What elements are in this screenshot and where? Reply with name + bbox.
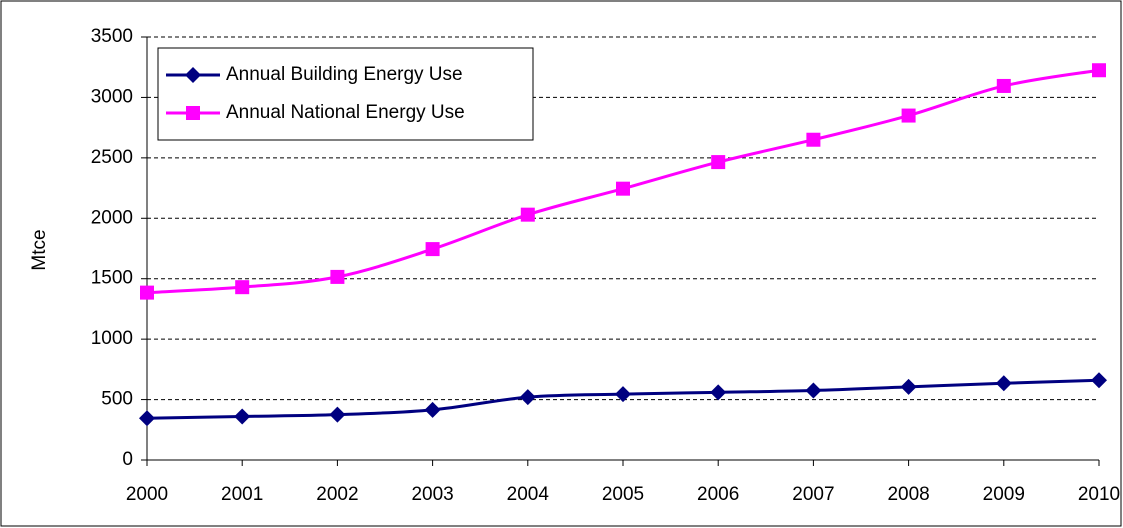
data-point xyxy=(805,382,822,399)
y-tick-label: 1000 xyxy=(91,328,133,349)
x-tick-label: 2001 xyxy=(221,484,263,505)
y-tick-label: 3000 xyxy=(91,86,133,107)
data-point xyxy=(901,108,916,123)
data-point xyxy=(996,78,1011,93)
x-tick-label: 2000 xyxy=(126,484,168,505)
y-tick-label: 3500 xyxy=(91,26,133,47)
x-tick-label: 2005 xyxy=(602,484,644,505)
x-tick-label: 2003 xyxy=(411,484,453,505)
data-point xyxy=(615,386,631,403)
x-tick-label: 2004 xyxy=(507,484,550,505)
y-tick-label: 2500 xyxy=(91,147,133,168)
data-point xyxy=(140,285,154,300)
data-point xyxy=(1091,372,1107,389)
data-point xyxy=(806,132,821,147)
data-point xyxy=(995,375,1012,392)
data-point xyxy=(234,408,251,425)
legend-label: Annual National Energy Use xyxy=(226,102,465,123)
data-point xyxy=(139,410,155,427)
legend-marker xyxy=(185,67,201,83)
data-point xyxy=(330,269,345,284)
data-point xyxy=(710,384,727,401)
data-point xyxy=(616,181,630,196)
y-tick-label: 2000 xyxy=(91,207,133,228)
y-tick-label: 500 xyxy=(101,389,133,410)
y-tick-label: 1500 xyxy=(91,268,133,289)
x-tick-label: 2009 xyxy=(983,484,1025,505)
data-point xyxy=(425,242,440,257)
data-point xyxy=(1092,63,1106,78)
data-point xyxy=(519,389,536,406)
data-point xyxy=(329,406,346,423)
x-tick-label: 2002 xyxy=(316,484,358,505)
legend-box xyxy=(157,47,534,141)
data-point xyxy=(235,280,250,295)
x-tick-label: 2010 xyxy=(1078,484,1120,505)
y-tick-label: 0 xyxy=(122,449,133,470)
legend-label: Annual Building Energy Use xyxy=(226,64,463,85)
x-tick-label: 2007 xyxy=(792,484,834,505)
x-tick-label: 2008 xyxy=(887,484,929,505)
data-point xyxy=(711,155,726,170)
y-axis-label: Mtce xyxy=(29,229,50,270)
data-point xyxy=(900,378,917,395)
data-point xyxy=(520,207,535,222)
data-point xyxy=(424,401,441,418)
legend-marker xyxy=(186,106,200,120)
x-tick-label: 2006 xyxy=(697,484,739,505)
